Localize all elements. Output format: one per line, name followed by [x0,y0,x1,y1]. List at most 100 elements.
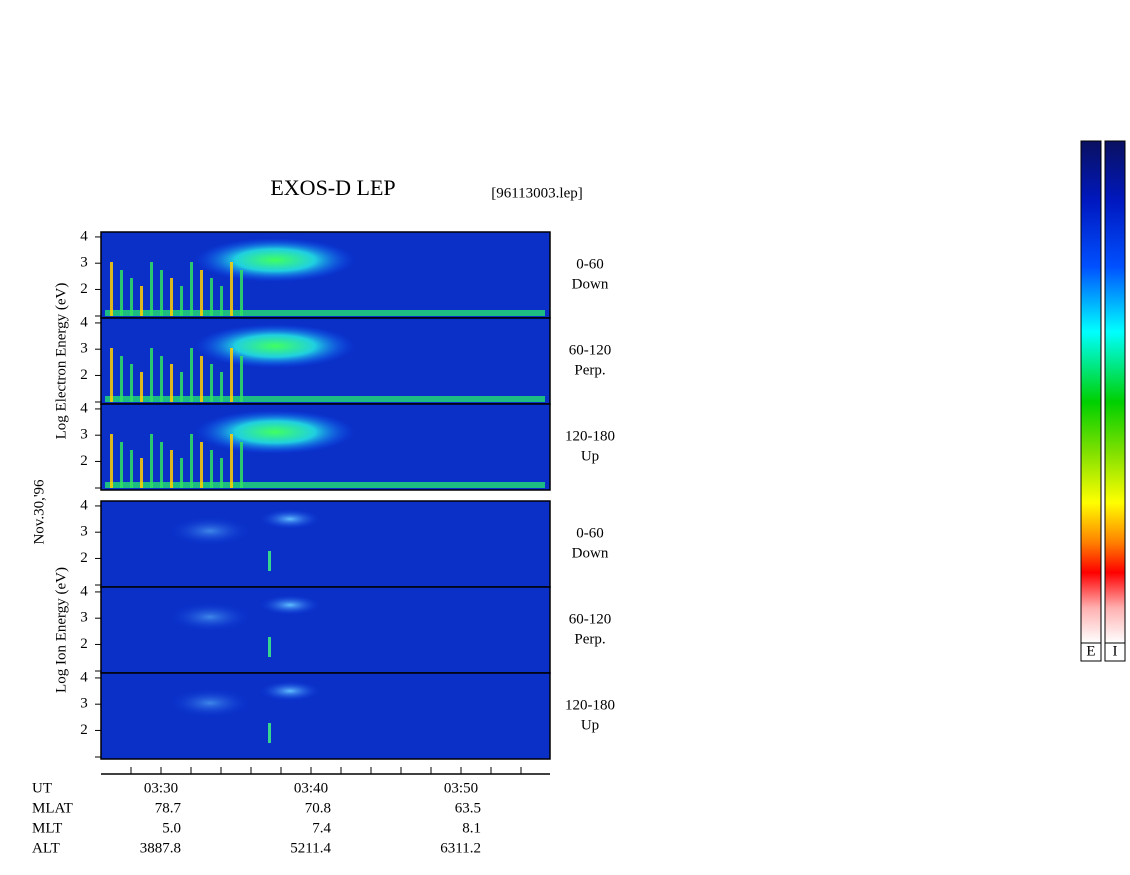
spectrogram-feature [180,372,183,402]
spectrogram [101,587,550,673]
spectrogram-feature [268,723,271,743]
spectrogram-feature [260,509,320,529]
spectrogram-feature [220,286,223,316]
spectrogram-feature [195,238,355,282]
y-tick-label: 3 [80,524,88,540]
spectrogram-feature [230,348,233,402]
spectrogram-feature [170,689,250,717]
spectrogram-feature [268,637,271,657]
spectrogram-feature [170,517,250,545]
row-value: 7.4 [312,820,331,836]
panel-label: Perp. [574,362,605,378]
panel-label: 60-120 [569,611,612,627]
spectrogram-feature [110,262,113,316]
spectrogram-feature [140,286,143,316]
spectrogram-feature [195,410,355,454]
spectrogram-feature [220,372,223,402]
spectrogram-feature [150,262,153,316]
y-tick-label: 4 [80,228,88,244]
panel-frame [100,672,551,760]
row-value: 8.1 [462,820,481,836]
spectrogram-feature [170,364,173,402]
colorbar-label-box [1104,642,1126,662]
spectrogram-feature [230,434,233,488]
y-tick-label: 3 [80,341,88,357]
spectrogram-feature [120,442,123,488]
y-tick-label: 4 [80,497,88,513]
spectrogram-feature [130,278,133,316]
spectrogram-feature [140,458,143,488]
y-tick-label: 3 [80,427,88,443]
y-tick-label: 2 [80,550,88,566]
spectrogram [101,501,550,587]
colorbar [1104,140,1126,644]
spectrogram-feature [210,278,213,316]
y-tick-label: 4 [80,583,88,599]
spectrogram-feature [105,396,545,402]
file-name: [96113003.lep] [491,185,583,201]
spectrogram-feature [230,262,233,316]
spectrogram-feature [260,595,320,615]
row-value: 63.5 [455,800,481,816]
panel-label: 0-60 [576,525,604,541]
spectrogram-feature [130,450,133,488]
spectrogram-feature [150,348,153,402]
row-value: 70.8 [305,800,331,816]
colorbar-label: I [1113,643,1118,659]
panel-label: Down [572,276,609,292]
spectrogram-feature [200,356,203,402]
spectrogram-feature [170,450,173,488]
y-tick-label: 2 [80,281,88,297]
panel-label: 0-60 [576,256,604,272]
date: Nov.30,'96 [31,479,47,545]
row-value: 3887.8 [140,840,181,856]
row-value: 6311.2 [440,840,481,856]
spectrogram-feature [195,324,355,368]
y-tick-label: 4 [80,400,88,416]
spectrogram-feature [140,372,143,402]
y-tick-label: 2 [80,722,88,738]
y-tick-label: 3 [80,255,88,271]
spectrogram-feature [170,278,173,316]
spectrogram-feature [150,434,153,488]
spectrogram-feature [200,270,203,316]
row-label: MLAT [32,800,73,816]
y-tick-label: 3 [80,696,88,712]
spectrogram-feature [160,442,163,488]
spectrogram-feature [105,310,545,316]
title: EXOS-D LEP [270,175,395,200]
spectrogram-feature [240,442,243,488]
spectrogram-feature [160,270,163,316]
row-label: MLT [32,820,62,836]
panel-label: Up [581,448,599,464]
spectrogram-feature [260,681,320,701]
spectrogram-feature [180,286,183,316]
panel-frame [100,403,551,491]
y-tick-label: 2 [80,367,88,383]
y-tick-label: 2 [80,453,88,469]
spectrogram-feature [170,603,250,631]
row-label: ALT [32,840,60,856]
panel-label: 120-180 [565,697,615,713]
spectrogram-feature [240,270,243,316]
spectrogram-feature [180,458,183,488]
spectrogram-feature [130,364,133,402]
colorbar [1080,140,1102,644]
spectrogram [101,673,550,759]
spectrogram-feature [120,356,123,402]
spectrogram-feature [210,450,213,488]
spectrogram-feature [268,551,271,571]
spectrogram-feature [190,434,193,488]
panel-label: Up [581,717,599,733]
x-tick-label: 03:30 [144,780,178,796]
panel-label: Down [572,545,609,561]
panel-label: 60-120 [569,342,612,358]
colorbar-label: E [1086,643,1095,659]
y-tick-label: 3 [80,610,88,626]
y-tick-label: 4 [80,314,88,330]
spectrogram-feature [110,434,113,488]
row-value: 5211.4 [290,840,331,856]
spectrogram-feature [240,356,243,402]
x-tick-label: 03:40 [294,780,328,796]
spectrogram-feature [120,270,123,316]
